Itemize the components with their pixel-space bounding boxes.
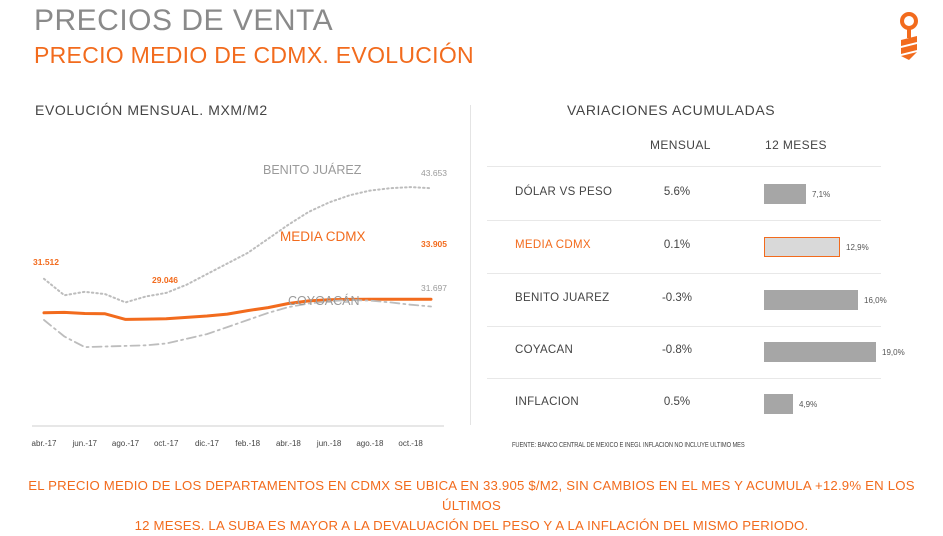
series-label-coyoacan: COYOACÁN bbox=[288, 293, 360, 308]
row-label: BENITO JUAREZ bbox=[515, 292, 610, 304]
column-header-12-meses: 12 MESES bbox=[765, 138, 827, 152]
series-label-benito-juarez: BENITO JUÁREZ bbox=[263, 162, 362, 177]
bar-value-label: 16,0% bbox=[864, 296, 887, 305]
row-mensual-value: 5.6% bbox=[663, 186, 691, 198]
page-title: PRECIOS DE VENTA bbox=[34, 4, 334, 37]
row-divider bbox=[487, 273, 881, 274]
row-divider bbox=[487, 378, 881, 379]
x-tick-label: ago.-18 bbox=[356, 439, 384, 448]
value-label-coyoacan-end: 31.697 bbox=[421, 283, 447, 293]
bar-value-label: 19,0% bbox=[882, 348, 905, 357]
row-mensual-value: 0.1% bbox=[663, 239, 691, 251]
row-label: INFLACION bbox=[515, 396, 580, 408]
table-row: BENITO JUAREZ -0.3% 16,0% bbox=[487, 274, 887, 326]
x-tick-label: oct.-17 bbox=[154, 439, 179, 448]
bar-table-title: VARIACIONES ACUMULADAS bbox=[567, 102, 776, 118]
bar-12-meses bbox=[764, 394, 793, 414]
value-label-benito-end: 43.653 bbox=[421, 168, 447, 178]
table-row: DÓLAR VS PESO 5.6% 7,1% bbox=[487, 168, 881, 220]
bar-value-label: 7,1% bbox=[812, 190, 831, 199]
section-divider bbox=[470, 105, 471, 425]
row-label: DÓLAR VS PESO bbox=[515, 186, 613, 198]
row-mensual-value: -0.8% bbox=[661, 344, 693, 356]
series-line-1 bbox=[42, 297, 433, 321]
line-chart-title: EVOLUCIÓN MENSUAL. MXM/M2 bbox=[35, 102, 268, 118]
x-tick-label: oct.-18 bbox=[398, 439, 423, 448]
row-label: COYACAN bbox=[515, 344, 574, 356]
bar-12-meses bbox=[764, 237, 840, 257]
x-tick-label: abr.-18 bbox=[276, 439, 301, 448]
column-header-mensual: MENSUAL bbox=[650, 138, 711, 152]
bar-12-meses bbox=[764, 290, 858, 310]
value-label-media-start: 31.512 bbox=[33, 257, 59, 267]
page-subtitle: PRECIO MEDIO DE CDMX. EVOLUCIÓN bbox=[34, 42, 474, 68]
key-location-pin-icon bbox=[900, 12, 918, 60]
x-tick-label: jun.-17 bbox=[72, 439, 98, 448]
table-row: MEDIA CDMX 0.1% 12,9% bbox=[487, 221, 881, 273]
x-tick-label: ago.-17 bbox=[112, 439, 140, 448]
row-mensual-value: 0.5% bbox=[663, 396, 691, 408]
bar-12-meses bbox=[764, 342, 876, 362]
series-label-media-cdmx: MEDIA CDMX bbox=[280, 229, 366, 244]
row-divider bbox=[487, 220, 881, 221]
bar-12-meses bbox=[764, 184, 806, 204]
series-line-2 bbox=[43, 299, 432, 349]
value-label-media-min: 29.046 bbox=[152, 275, 178, 285]
bar-value-label: 12,9% bbox=[846, 243, 869, 252]
x-tick-label: jun.-18 bbox=[316, 439, 342, 448]
header-divider bbox=[487, 166, 881, 167]
value-label-media-end: 33.905 bbox=[421, 239, 447, 249]
row-label: MEDIA CDMX bbox=[515, 239, 591, 251]
summary-line-2: 12 MESES. LA SUBA ES MAYOR A LA DEVALUAC… bbox=[134, 518, 809, 533]
series-line-0 bbox=[43, 186, 432, 304]
row-divider bbox=[487, 326, 881, 327]
x-tick-label: feb.-18 bbox=[235, 439, 260, 448]
bar-value-label: 4,9% bbox=[799, 400, 818, 409]
summary-footer: EL PRECIO MEDIO DE LOS DEPARTAMENTOS EN … bbox=[0, 476, 943, 536]
row-mensual-value: -0.3% bbox=[661, 292, 693, 304]
table-row: COYACAN -0.8% 19,0% bbox=[487, 326, 905, 378]
x-tick-label: abr.-17 bbox=[32, 439, 57, 448]
table-row: INFLACION 0.5% 4,9% bbox=[487, 378, 881, 430]
summary-line-1: EL PRECIO MEDIO DE LOS DEPARTAMENTOS EN … bbox=[28, 478, 915, 513]
source-note: FUENTE: BANCO CENTRAL DE MEXICO E INEGI.… bbox=[512, 442, 745, 449]
x-tick-label: dic.-17 bbox=[195, 439, 220, 448]
line-chart: abr.-17 jun.-17 ago.-17 oct.-17 dic.-17 feb.-… bbox=[32, 162, 448, 448]
